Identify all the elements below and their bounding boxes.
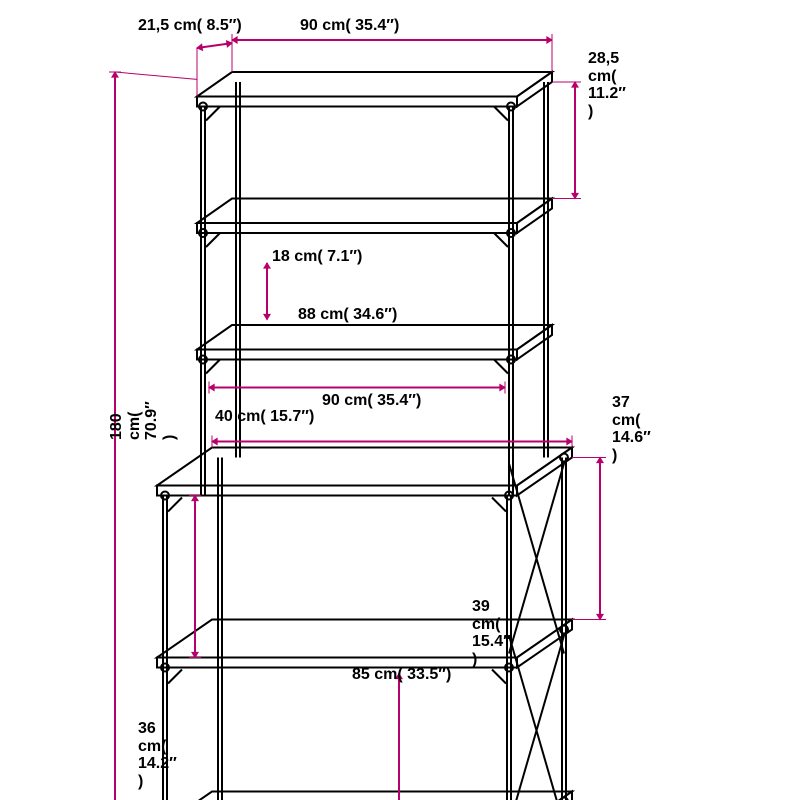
dim-inner-h1: 18 cm( 7.1″): [272, 248, 362, 266]
dim-bot-inner-w: 85 cm( 33.5″): [352, 666, 451, 684]
dim-right-h2: 37cm(14.6″): [612, 394, 651, 464]
dim-inner-h2: 40 cm( 15.7″): [215, 408, 314, 426]
dim-mid-width: 90 cm( 35.4″): [322, 392, 421, 410]
dim-inner-w1: 88 cm( 34.6″): [298, 306, 397, 324]
dim-top-depth: 21,5 cm( 8.5″): [138, 17, 242, 35]
dim-top-width: 90 cm( 35.4″): [300, 17, 399, 35]
dim-bot-depth: 36cm(14.2″): [138, 720, 177, 790]
diagram-stage: 21,5 cm( 8.5″) 90 cm( 35.4″) 28,5cm(11.2…: [0, 0, 800, 800]
dim-right-h3: 39cm(15.4″): [472, 598, 511, 668]
dim-right-h1: 28,5cm(11.2″): [588, 50, 626, 120]
dim-left-total: 180cm(70.9″): [108, 401, 178, 440]
